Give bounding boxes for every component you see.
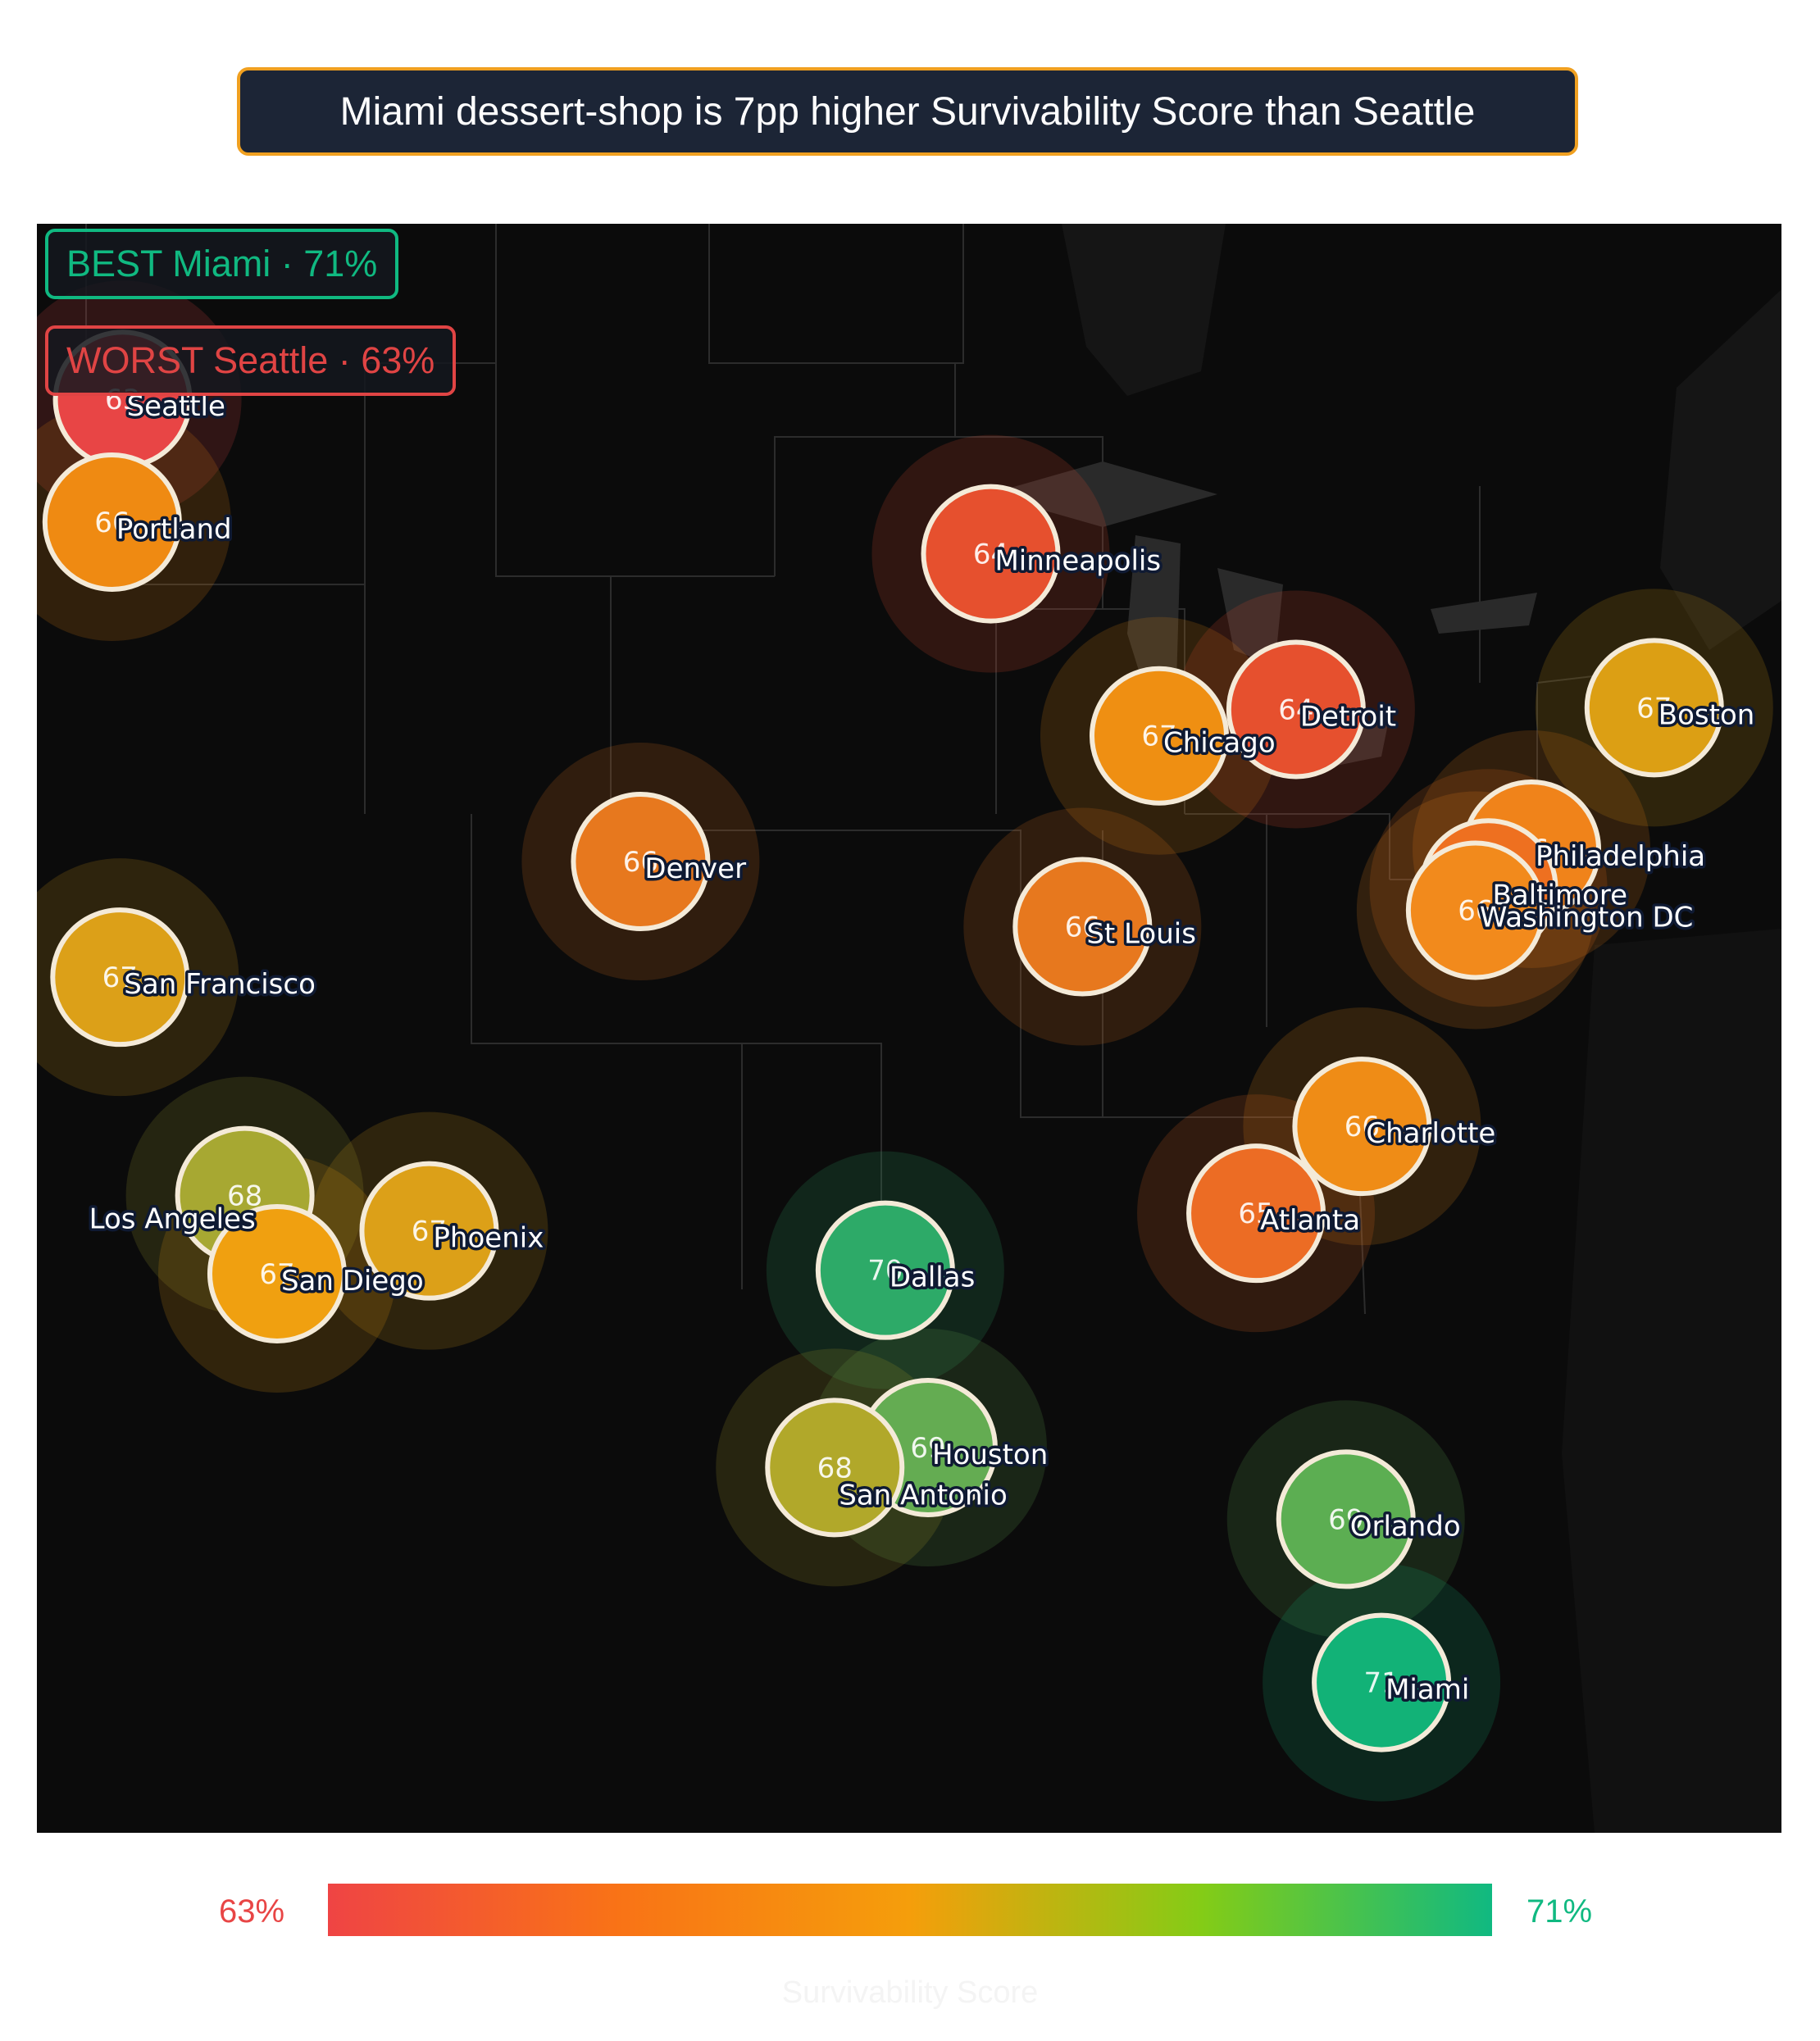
marker-san-diego[interactable] <box>207 1203 347 1343</box>
value-san-antonio: 68 <box>817 1452 853 1484</box>
value-st-louis: 66 <box>1065 911 1100 944</box>
marker-denver[interactable] <box>571 792 711 932</box>
map-panel[interactable]: 6366646764676666666566676665686767706968… <box>37 224 1781 1833</box>
marker-detroit[interactable] <box>1226 639 1366 780</box>
label-san-diego: San Diego <box>281 1265 424 1298</box>
label-atlanta: Atlanta <box>1260 1204 1360 1237</box>
label-orlando: Orlando <box>1350 1510 1461 1543</box>
label-portland: Portland <box>116 513 232 546</box>
value-detroit: 64 <box>1278 693 1313 726</box>
value-houston: 69 <box>910 1432 945 1465</box>
label-washington-dc: Washington DC <box>1480 901 1694 934</box>
colorbar-min-label: 63% <box>219 1893 285 1930</box>
label-phoenix: Phoenix <box>433 1222 544 1255</box>
marker-layer: 6366646764676666666566676665686767706968… <box>42 330 1724 1752</box>
label-boston: Boston <box>1658 698 1755 731</box>
marker-orlando[interactable] <box>1276 1449 1416 1589</box>
worst-badge: WORST Seattle · 63% <box>45 325 457 396</box>
label-los-angeles: Los Angeles <box>89 1203 256 1236</box>
value-charlotte: 66 <box>1345 1111 1380 1143</box>
marker-dallas[interactable] <box>815 1200 955 1340</box>
label-san-francisco: San Francisco <box>124 968 316 1001</box>
label-minneapolis: Minneapolis <box>994 545 1161 578</box>
label-denver: Denver <box>644 852 746 885</box>
label-san-antonio: San Antonio <box>839 1479 1008 1511</box>
label-miami: Miami <box>1385 1674 1469 1707</box>
marker-st-louis[interactable] <box>1012 857 1153 997</box>
colorbar-max-label: 71% <box>1527 1893 1593 1930</box>
land-shading <box>1062 224 1781 1833</box>
value-chicago: 67 <box>1141 720 1176 753</box>
colorbar-gradient <box>328 1884 1492 1936</box>
label-st-louis: St Louis <box>1086 918 1196 951</box>
colorbar: 63% 71% Survivability Score <box>0 1869 1820 2041</box>
label-houston: Houston <box>932 1439 1048 1471</box>
label-layer: SeattlePortlandMinneapolisChicagoDetroit… <box>86 388 1758 1709</box>
marker-portland[interactable] <box>42 452 182 592</box>
value-minneapolis: 64 <box>973 539 1008 571</box>
value-san-francisco: 67 <box>102 961 138 994</box>
marker-boston[interactable] <box>1584 638 1724 778</box>
value-orlando: 69 <box>1328 1503 1363 1536</box>
marker-minneapolis[interactable] <box>921 484 1061 624</box>
value-washington-dc: 66 <box>1458 894 1493 927</box>
label-baltimore: Baltimore <box>1493 879 1627 911</box>
marker-san-francisco[interactable] <box>50 907 190 1048</box>
label-chicago: Chicago <box>1163 727 1276 760</box>
value-portland: 66 <box>94 507 130 539</box>
best-badge: BEST Miami · 71% <box>45 229 399 299</box>
marker-san-antonio[interactable] <box>765 1398 905 1538</box>
label-dallas: Dallas <box>890 1261 975 1294</box>
glow-layer <box>37 280 1773 1802</box>
marker-atlanta[interactable] <box>1186 1143 1326 1284</box>
marker-charlotte[interactable] <box>1292 1057 1432 1197</box>
label-philadelphia: Philadelphia <box>1536 840 1705 873</box>
chart-title: Miami dessert-shop is 7pp higher Surviva… <box>237 67 1578 156</box>
value-boston: 67 <box>1636 692 1672 725</box>
value-atlanta: 65 <box>1238 1198 1273 1230</box>
value-dallas: 70 <box>867 1255 903 1288</box>
marker-washington-dc[interactable] <box>1405 840 1545 980</box>
colorbar-title: Survivability Score <box>781 1975 1039 2010</box>
marker-phoenix[interactable] <box>359 1161 499 1301</box>
label-detroit: Detroit <box>1300 700 1396 733</box>
base-map: 6366646764676666666566676665686767706968… <box>37 224 1781 1833</box>
marker-miami[interactable] <box>1312 1612 1452 1752</box>
value-phoenix: 67 <box>412 1216 447 1248</box>
value-denver: 66 <box>623 846 658 879</box>
label-charlotte: Charlotte <box>1366 1117 1495 1150</box>
value-miami: 71 <box>1363 1667 1399 1700</box>
marker-chicago[interactable] <box>1089 666 1229 806</box>
value-san-diego: 67 <box>259 1258 294 1291</box>
